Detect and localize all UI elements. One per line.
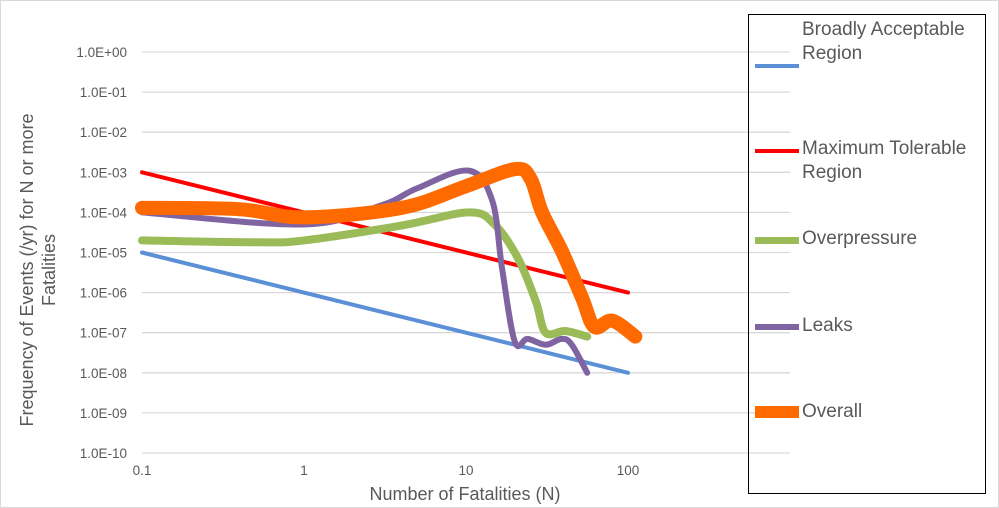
y-tick-label: 1.0E-05: [80, 246, 127, 261]
legend-label: Broadly Acceptable Region: [802, 19, 965, 64]
y-axis-title-line2: Fatalities: [39, 234, 59, 306]
legend-label: Overall: [802, 401, 863, 422]
legend-label: Overpressure: [802, 228, 918, 249]
legend-label: Leaks: [802, 315, 853, 336]
series-lines: [135, 161, 643, 376]
y-tick-label: 1.0E-03: [80, 165, 127, 180]
series-line-overall: [135, 161, 643, 344]
y-tick-label: 1.0E-09: [80, 406, 127, 421]
y-tick-label: 1.0E+00: [76, 45, 127, 60]
y-tick-label: 1.0E-08: [80, 366, 127, 381]
x-tick-label: 0.1: [133, 463, 152, 478]
y-tick-labels: 1.0E+00 1.0E-01 1.0E-02 1.0E-03 1.0E-04 1.0E-…: [76, 45, 127, 461]
legend-swatch: [755, 64, 799, 68]
x-tick-label: 1: [300, 463, 308, 478]
legend: Broadly Acceptable Region Maximum Tolera…: [748, 14, 986, 494]
legend-swatch: [755, 406, 799, 418]
x-tick-label: 10: [458, 463, 473, 478]
y-tick-label: 1.0E-06: [80, 286, 127, 301]
legend-swatch: [755, 237, 799, 244]
x-tick-label: 100: [617, 463, 640, 478]
y-tick-label: 1.0E-04: [80, 205, 128, 220]
legend-label: Maximum Tolerable Region: [802, 138, 967, 183]
y-tick-label: 1.0E-07: [80, 326, 127, 341]
y-tick-label: 1.0E-02: [80, 125, 127, 140]
y-tick-label: 1.0E-01: [80, 85, 127, 100]
legend-swatch: [755, 324, 799, 330]
series-line-broadly-acceptable-region: [140, 250, 630, 375]
x-axis-title: Number of Fatalities (N): [369, 484, 560, 504]
x-tick-labels: 0.1 1 10 100: [133, 463, 640, 478]
legend-swatch: [755, 149, 799, 153]
y-tick-label: 1.0E-10: [80, 446, 127, 461]
series-line-overpressure: [138, 208, 592, 341]
y-axis-title-line1: Frequency of Events (/yr) for N or more: [17, 113, 37, 426]
